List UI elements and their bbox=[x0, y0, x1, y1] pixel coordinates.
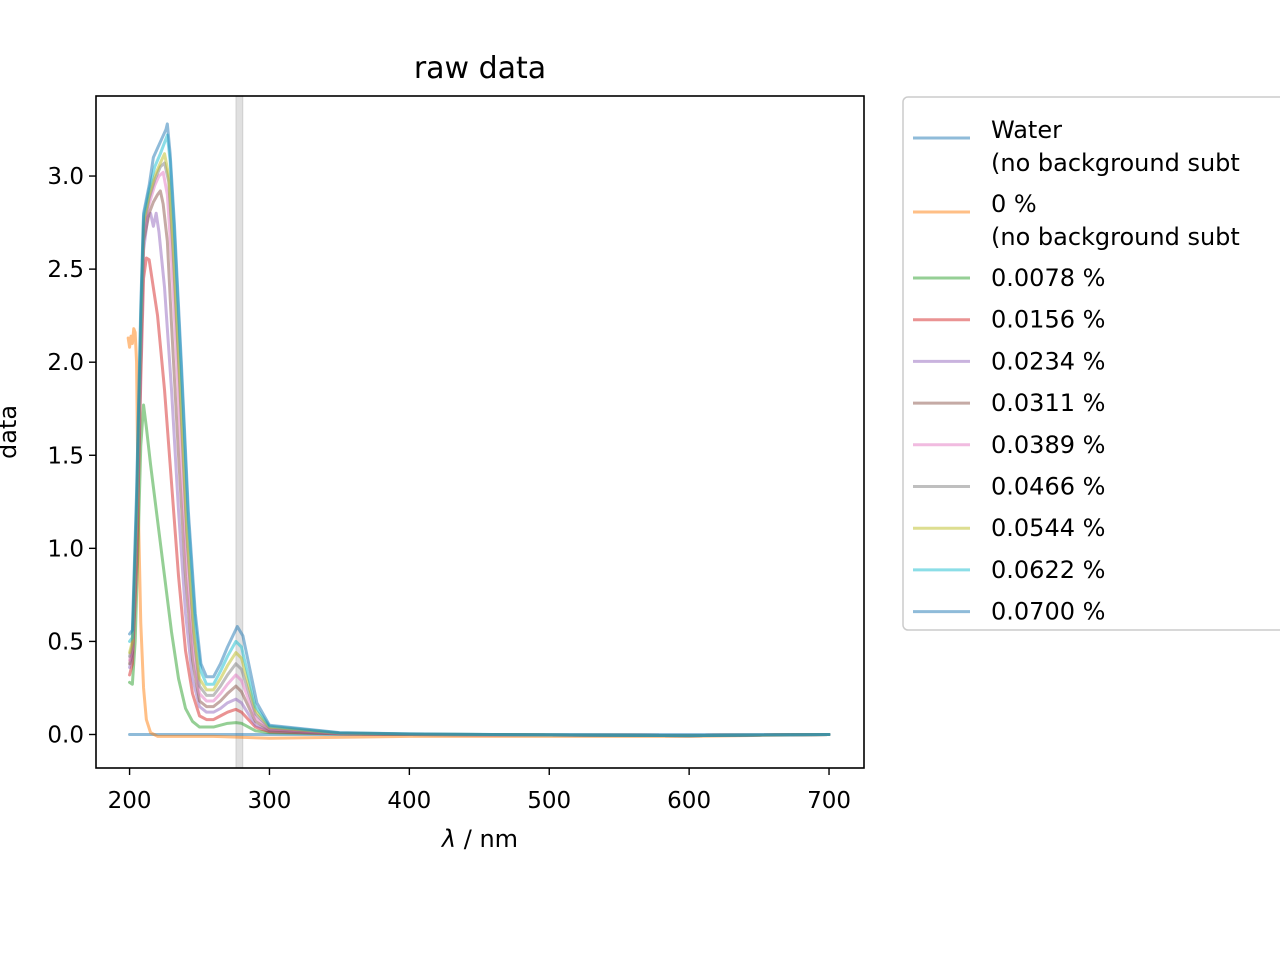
x-tick-label: 500 bbox=[527, 788, 571, 814]
x-axis: 200 300 400 500 600 700 bbox=[108, 768, 851, 814]
y-axis-label: data bbox=[0, 405, 22, 459]
x-tick-label: 300 bbox=[248, 788, 292, 814]
y-tick-label: 3.0 bbox=[47, 164, 84, 190]
legend-label-7: 0.0466 % bbox=[991, 473, 1105, 501]
legend-label-2: 0.0078 % bbox=[991, 264, 1105, 292]
legend-label-8: 0.0544 % bbox=[991, 514, 1105, 542]
series-line-8 bbox=[128, 152, 831, 738]
chart-title: raw data bbox=[414, 51, 546, 86]
x-tick-label: 700 bbox=[807, 788, 851, 814]
legend-frame bbox=[902, 96, 1280, 631]
x-tick-label: 400 bbox=[387, 788, 431, 814]
series-line-7 bbox=[128, 161, 831, 738]
y-tick-label: 0.5 bbox=[47, 629, 84, 655]
series-line-10 bbox=[128, 122, 831, 738]
legend-label-10: 0.0700 % bbox=[991, 598, 1105, 626]
x-axis-unit: / nm bbox=[456, 825, 518, 853]
series-line-9 bbox=[128, 133, 831, 738]
y-axis: 0.0 0.5 1.0 1.5 2.0 2.5 3.0 bbox=[47, 164, 96, 748]
x-tick-label: 600 bbox=[667, 788, 711, 814]
legend-label-3: 0.0156 % bbox=[991, 306, 1105, 334]
x-axis-symbol: λ bbox=[440, 825, 456, 853]
legend-label-5: 0.0311 % bbox=[991, 389, 1105, 417]
x-tick-label: 200 bbox=[108, 788, 152, 814]
legend-label-9: 0.0622 % bbox=[991, 556, 1105, 584]
series-line-1 bbox=[126, 327, 831, 740]
legend: Water (no background subt 0 % (no backgroun… bbox=[902, 96, 1280, 631]
plot-frame bbox=[95, 95, 865, 769]
legend-label-0: Water (no background subt bbox=[991, 116, 1240, 177]
y-tick-label: 2.0 bbox=[47, 350, 84, 376]
legend-label-6: 0.0389 % bbox=[991, 431, 1105, 459]
legend-label-1: 0 % (no background subt bbox=[991, 190, 1240, 251]
y-tick-label: 1.5 bbox=[47, 443, 84, 469]
y-tick-label: 0.0 bbox=[47, 722, 84, 748]
y-tick-label: 2.5 bbox=[47, 257, 84, 283]
x-axis-label: λ / nm bbox=[440, 825, 518, 853]
y-tick-label: 1.0 bbox=[47, 536, 84, 562]
series-layer bbox=[126, 122, 831, 740]
legend-label-4: 0.0234 % bbox=[991, 347, 1105, 375]
series-line-6 bbox=[128, 170, 831, 738]
